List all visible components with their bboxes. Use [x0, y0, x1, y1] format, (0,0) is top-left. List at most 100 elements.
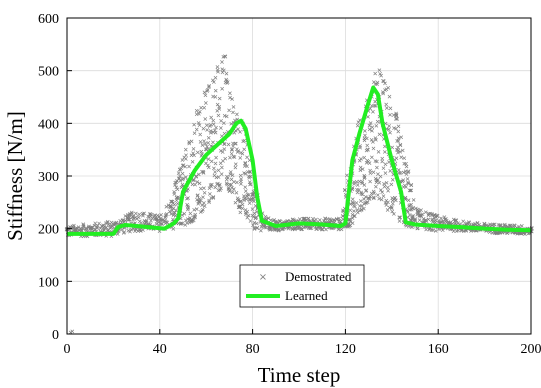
demonstrated-point: [159, 213, 163, 217]
demonstrated-point: [364, 136, 369, 141]
demonstrated-point: [68, 330, 73, 335]
demonstrated-point: [211, 140, 215, 145]
demonstrated-point: [202, 139, 206, 143]
demonstrated-point: [250, 207, 255, 211]
demonstrated-point: [384, 203, 389, 207]
demonstrated-point: [127, 217, 132, 222]
demonstrated-point: [238, 155, 243, 160]
demonstrated-point: [213, 88, 218, 93]
demonstrated-point: [230, 148, 234, 152]
demonstrated-point: [241, 139, 246, 144]
demonstrated-point: [396, 124, 401, 129]
demonstrated-point: [398, 142, 403, 147]
demonstrated-point: [192, 207, 197, 212]
demonstrated-point: [409, 202, 414, 207]
demonstrated-point: [216, 168, 221, 173]
demonstrated-point: [174, 180, 179, 185]
demonstrated-point: [236, 127, 240, 131]
demonstrated-point: [392, 195, 397, 200]
demonstrated-point: [219, 148, 223, 153]
demonstrated-point: [411, 198, 416, 202]
demonstrated-point: [247, 201, 252, 205]
demonstrated-point: [359, 208, 364, 212]
demonstrated-point: [225, 176, 230, 180]
demonstrated-point: [387, 124, 392, 128]
demonstrated-point: [180, 171, 185, 176]
demonstrated-point: [220, 150, 225, 154]
demonstrated-point: [206, 165, 211, 170]
demonstrated-point: [224, 114, 229, 119]
demonstrated-point: [223, 54, 228, 59]
demonstrated-point: [377, 132, 382, 137]
demonstrated-point: [374, 184, 378, 189]
demonstrated-point: [389, 182, 394, 187]
demonstrated-point: [197, 181, 202, 186]
demonstrated-point: [381, 79, 386, 84]
demonstrated-point: [202, 186, 206, 191]
demonstrated-point: [372, 191, 376, 196]
demonstrated-point: [195, 150, 200, 155]
demonstrated-point: [97, 221, 101, 226]
demonstrated-point: [226, 187, 231, 192]
demonstrated-point: [205, 89, 210, 93]
demonstrated-point: [383, 162, 388, 167]
demonstrated-point: [252, 211, 257, 216]
demonstrated-point: [84, 226, 89, 230]
demonstrated-point: [206, 135, 211, 140]
demonstrated-point: [219, 172, 224, 176]
demonstrated-point: [272, 218, 277, 222]
demonstrated-point: [401, 170, 406, 175]
demonstrated-point: [362, 175, 367, 179]
demonstrated-point: [228, 91, 232, 96]
demonstrated-point: [192, 131, 197, 136]
demonstrated-point: [456, 228, 461, 233]
demonstrated-point: [371, 146, 376, 151]
demonstrated-point: [176, 196, 181, 201]
demonstrated-point: [417, 218, 422, 223]
demonstrated-point: [167, 209, 172, 214]
demonstrated-point: [233, 141, 237, 146]
demonstrated-point: [464, 228, 469, 233]
demonstrated-point: [224, 71, 229, 76]
demonstrated-point: [398, 171, 403, 175]
demonstrated-point: [235, 180, 239, 185]
demonstrated-point: [191, 151, 195, 156]
demonstrated-point: [519, 224, 524, 228]
demonstrated-point: [394, 113, 399, 117]
demonstrated-point: [401, 178, 406, 182]
demonstrated-point: [350, 186, 355, 190]
demonstrated-point: [394, 156, 399, 161]
demonstrated-point: [193, 182, 197, 187]
demonstrated-point: [350, 197, 355, 202]
demonstrated-point: [388, 106, 393, 111]
demonstrated-point: [208, 124, 212, 129]
demonstrated-point: [404, 161, 408, 166]
demonstrated-point: [229, 121, 234, 126]
demonstrated-point: [187, 164, 191, 169]
demonstrated-point: [189, 139, 194, 144]
demonstrated-point: [355, 183, 360, 187]
demonstrated-point: [242, 196, 247, 201]
demonstrated-point: [243, 189, 248, 194]
demonstrated-point: [355, 190, 360, 195]
demonstrated-point: [222, 113, 227, 118]
demonstrated-point: [202, 105, 207, 110]
demonstrated-point: [197, 123, 202, 128]
demonstrated-point: [239, 199, 243, 204]
demonstrated-point: [232, 130, 237, 135]
demonstrated-point: [382, 181, 386, 186]
demonstrated-point: [263, 214, 268, 219]
demonstrated-point: [201, 171, 206, 175]
demonstrated-point: [182, 211, 187, 216]
demonstrated-point: [352, 214, 357, 218]
y-tick-label: 600: [38, 12, 59, 27]
demonstrated-point: [317, 218, 322, 222]
demonstrated-point: [234, 190, 239, 195]
demonstrated-point: [209, 159, 214, 164]
demonstrated-point: [169, 204, 173, 209]
demonstrated-point: [129, 227, 134, 232]
demonstrated-point: [231, 110, 235, 115]
demonstrated-point: [95, 224, 99, 229]
demonstrated-point: [195, 180, 200, 184]
demonstrated-point: [389, 206, 394, 211]
